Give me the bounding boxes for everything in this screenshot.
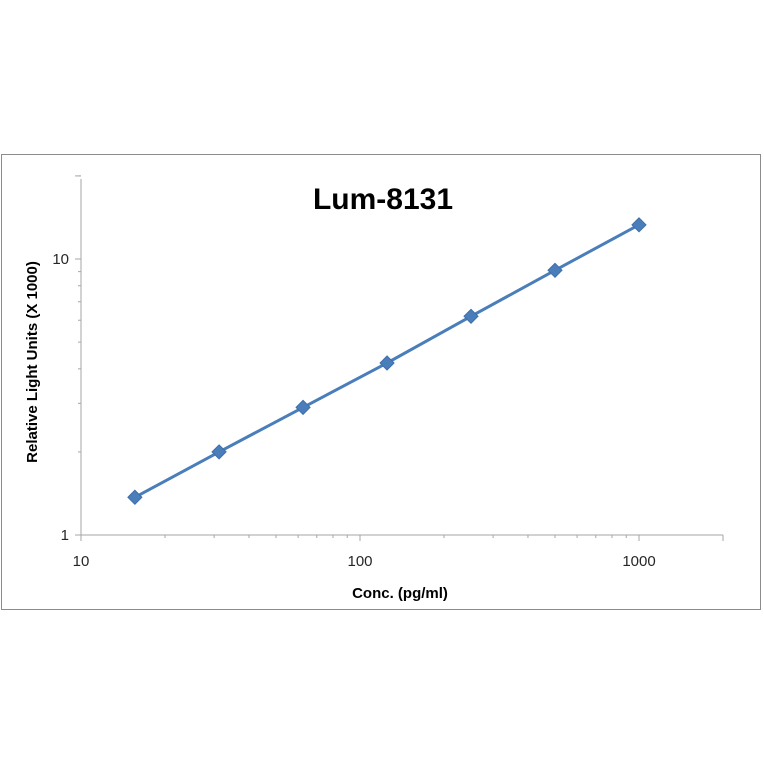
chart-area: Lum-8131 10 100 1000 1 10 Conc. (pg/ml) Rela… bbox=[1, 154, 761, 610]
data-point bbox=[211, 444, 227, 460]
data-point bbox=[295, 399, 311, 416]
chart-title: Lum-8131 bbox=[313, 183, 453, 216]
data-point bbox=[547, 262, 563, 279]
x-tick-label: 10 bbox=[73, 553, 90, 570]
y-tick-label: 10 bbox=[52, 251, 69, 268]
y-tick-label: 1 bbox=[61, 527, 69, 544]
x-axis-title: Conc. (pg/ml) bbox=[352, 585, 448, 602]
y-axis-title: Relative Light Units (X 1000) bbox=[24, 261, 41, 463]
x-tick-label: 1000 bbox=[622, 553, 655, 570]
series-layer bbox=[127, 217, 647, 505]
data-point bbox=[127, 489, 143, 505]
data-point bbox=[379, 355, 395, 371]
data-point bbox=[631, 217, 647, 233]
data-point bbox=[463, 308, 479, 325]
x-tick-label: 100 bbox=[347, 553, 372, 570]
